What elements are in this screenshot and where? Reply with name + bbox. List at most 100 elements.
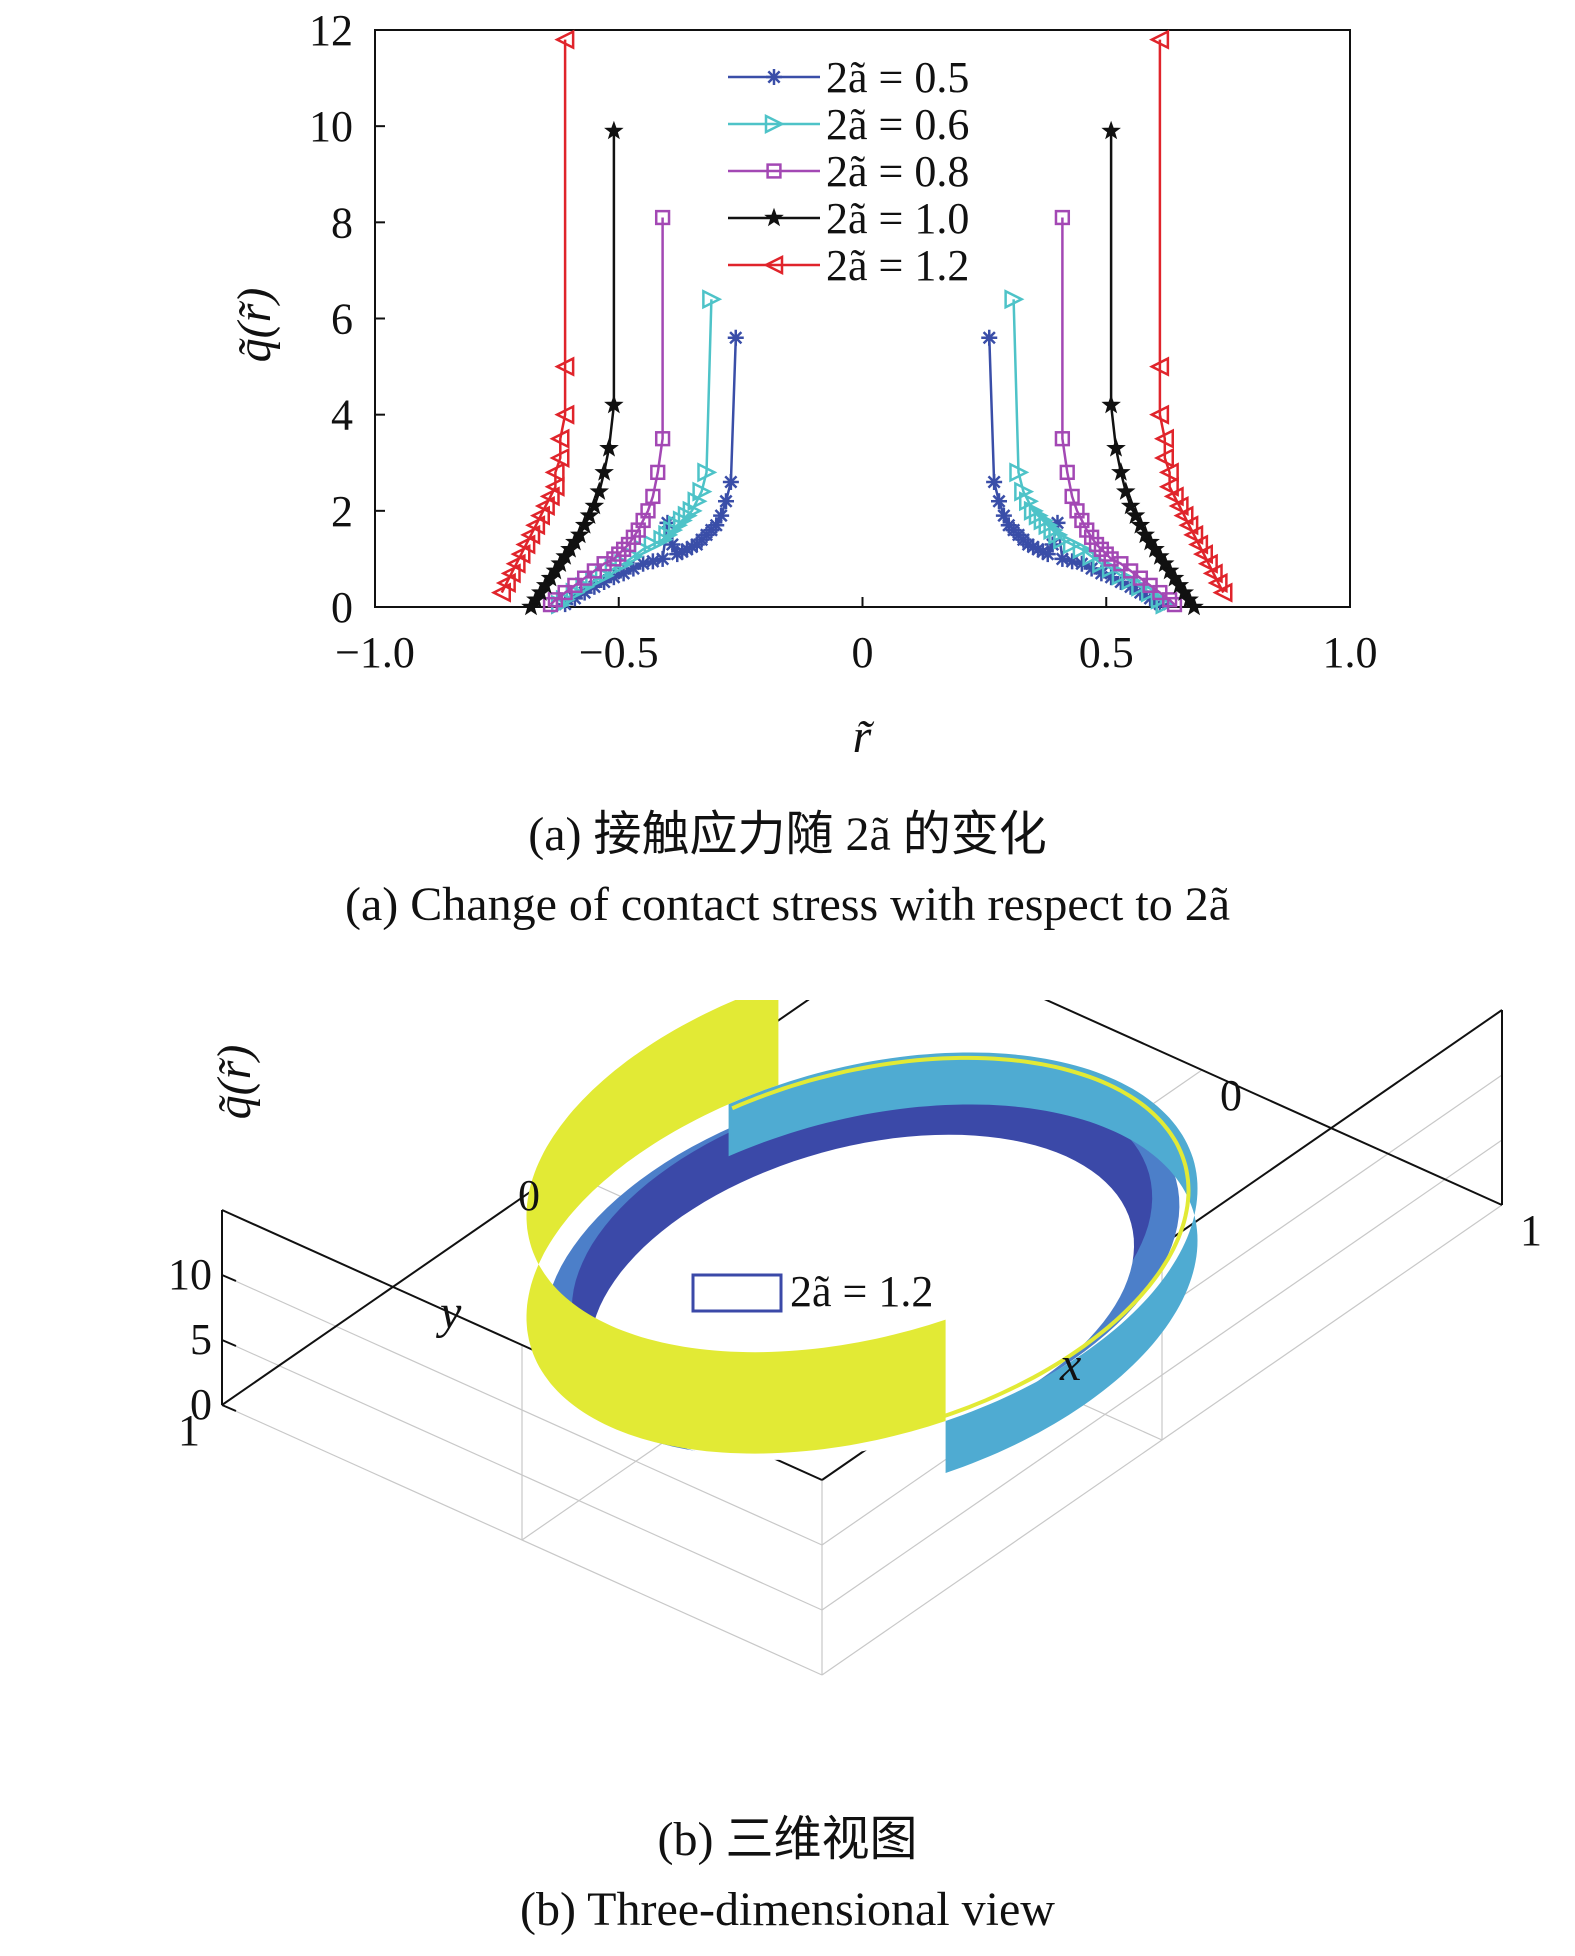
- marker: [1154, 553, 1175, 572]
- marker: [656, 552, 670, 566]
- z-tick-mark: [221, 1404, 237, 1412]
- marker: [1178, 515, 1199, 536]
- series-line: [500, 39, 567, 594]
- marker: [594, 565, 615, 586]
- marker: [1069, 503, 1085, 519]
- marker: [1075, 557, 1089, 571]
- marker: [1135, 524, 1156, 544]
- marker: [1149, 404, 1170, 425]
- marker: [1009, 462, 1030, 483]
- caption-a-english: (a) Change of contact stress with respec…: [344, 878, 1231, 931]
- marker: [1101, 394, 1121, 414]
- marker: [1158, 476, 1179, 497]
- series-line: [1109, 131, 1196, 608]
- series-line: [549, 217, 664, 606]
- marker: [1212, 582, 1233, 603]
- marker: [1054, 209, 1071, 226]
- marker: [560, 539, 580, 558]
- y-tick-label: 12: [309, 6, 353, 55]
- marker: [702, 289, 723, 310]
- marker: [569, 524, 590, 544]
- marker: [1163, 486, 1184, 507]
- chart-a-axes: −1.0 −0.5 0 0.5 1.0 0 2 4 6 8 10 12 r̃ q̃(r̃): [228, 6, 1378, 763]
- marker: [1140, 531, 1160, 551]
- marker: [766, 163, 782, 179]
- marker: [1153, 447, 1174, 468]
- marker: [665, 537, 679, 552]
- marker: [1111, 565, 1132, 586]
- y-tick-label: 4: [331, 391, 353, 440]
- x-axis-label: x: [1059, 1338, 1081, 1391]
- marker: [1028, 505, 1049, 526]
- marker: [615, 541, 632, 557]
- marker: [992, 494, 1006, 508]
- marker: [526, 589, 546, 609]
- marker: [540, 567, 561, 587]
- marker: [1064, 488, 1080, 505]
- marker: [1111, 462, 1131, 481]
- marker: [1101, 120, 1121, 140]
- marker: [606, 551, 622, 567]
- marker: [764, 207, 784, 227]
- marker: [1131, 576, 1152, 597]
- y-tick-label: 0: [331, 583, 353, 632]
- y-tick-label: 6: [331, 295, 353, 344]
- x-axis-label: r̃: [853, 710, 875, 763]
- caption-a-chinese: (a) 接触应力随 2ã 的变化: [528, 808, 1047, 861]
- marker: [1054, 431, 1071, 447]
- marker: [1104, 570, 1118, 584]
- marker: [549, 428, 570, 449]
- marker: [1106, 438, 1126, 457]
- marker: [1158, 462, 1179, 483]
- marker: [764, 113, 785, 135]
- marker: [635, 512, 651, 529]
- marker: [654, 431, 671, 447]
- marker: [545, 560, 566, 580]
- marker: [1004, 289, 1025, 310]
- marker: [1150, 589, 1171, 610]
- marker: [594, 462, 614, 481]
- series: [490, 29, 1233, 603]
- marker: [1174, 582, 1195, 601]
- marker: [1179, 589, 1199, 609]
- marker: [565, 531, 585, 551]
- marker: [1033, 510, 1054, 531]
- marker: [987, 475, 1001, 489]
- y-tick-label: 0: [518, 1171, 540, 1220]
- x-tick-label: −1.0: [335, 628, 415, 677]
- marker: [1153, 428, 1174, 449]
- marker: [1023, 500, 1044, 521]
- marker: [1098, 546, 1114, 562]
- marker: [547, 592, 564, 608]
- x-tick-label: 0.5: [1079, 628, 1134, 677]
- marker: [1082, 546, 1103, 567]
- marker: [724, 475, 738, 489]
- chart-b-ring: [526, 1000, 1198, 1473]
- x-tick-label: −0.5: [579, 628, 659, 677]
- marker: [1062, 534, 1083, 555]
- marker: [554, 29, 575, 50]
- marker: [555, 546, 575, 565]
- marker: [687, 491, 708, 512]
- marker: [654, 209, 671, 226]
- legend-label: 2ã = 0.8: [826, 147, 969, 196]
- ring-outer-wall: [728, 1052, 1198, 1473]
- marker: [1145, 539, 1165, 558]
- marker: [1173, 505, 1194, 526]
- marker: [1149, 29, 1170, 50]
- marker: [599, 438, 619, 457]
- marker: [1038, 515, 1059, 536]
- marker: [670, 547, 684, 561]
- contact-stress-chart: −1.0 −0.5 0 0.5 1.0 0 2 4 6 8 10 12 r̃ q̃(r̃) 2ã = 0.…: [228, 6, 1378, 763]
- marker: [1149, 356, 1170, 377]
- marker: [1059, 464, 1075, 481]
- marker: [1202, 563, 1223, 584]
- x-tick-label: 0: [852, 628, 874, 677]
- marker: [604, 120, 624, 140]
- marker: [653, 529, 674, 550]
- z-tick-label: 0: [190, 1380, 212, 1429]
- x-tick-label: 0: [1220, 1071, 1242, 1120]
- marker: [589, 481, 610, 500]
- marker: [1103, 551, 1119, 567]
